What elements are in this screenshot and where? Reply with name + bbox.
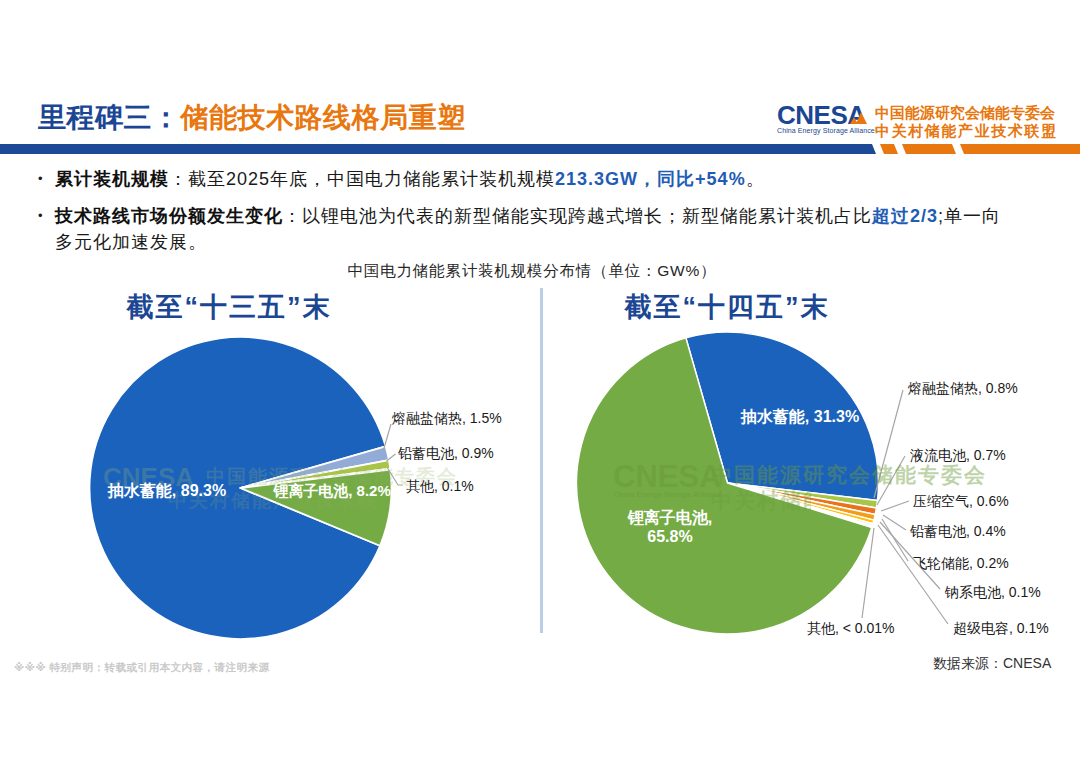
pie-callout-label: 钠系电池, 0.1% bbox=[945, 584, 1041, 600]
pie-inside-label: 抽水蓄能, 31.3% bbox=[741, 407, 859, 428]
pie-inside-label: 65.8% bbox=[647, 528, 692, 546]
watermark-org2-right: 中关村储能产业技术联盟 bbox=[711, 487, 811, 515]
leader-line bbox=[878, 525, 948, 624]
leader-line bbox=[384, 424, 392, 450]
pie-callout-label: 其他, 0.1% bbox=[406, 478, 474, 494]
pie-callout-label: 熔融盐储热, 1.5% bbox=[392, 410, 502, 426]
watermark-org1-right: 中国能源研究会储能专委会 bbox=[711, 461, 987, 489]
pie-inside-label: 锂离子电池, bbox=[628, 508, 712, 529]
pie-callout-label: 超级电容, 0.1% bbox=[953, 620, 1049, 636]
leader-line bbox=[881, 501, 909, 511]
pie-inside-label: 抽水蓄能, 89.3% bbox=[108, 481, 226, 502]
watermark-tagline-right: China Energy Storage Alliance bbox=[614, 490, 721, 499]
pie-callout-label: 压缩空气, 0.6% bbox=[913, 493, 1009, 509]
slide: { "header":{ "title_prefix":"里程碑三：", "ti… bbox=[0, 0, 1080, 763]
data-source: 数据来源：CNESA bbox=[933, 655, 1051, 673]
pie-callout-label: 飞轮储能, 0.2% bbox=[913, 555, 1009, 571]
pie-callout-label: 液流电池, 0.7% bbox=[910, 447, 1006, 463]
pie-callout-label: 熔融盐储热, 0.8% bbox=[908, 380, 1018, 396]
footer-disclaimer: ※※※ 特别声明：转载或引用本文内容，请注明来源 bbox=[14, 661, 270, 675]
leader-line bbox=[882, 519, 908, 561]
leader-line bbox=[883, 515, 906, 530]
pie-callout-label: 铅蓄电池, 0.9% bbox=[398, 445, 494, 461]
pie-inside-label: 锂离子电池, 8.2% bbox=[273, 482, 391, 501]
pie-callout-label: 铅蓄电池, 0.4% bbox=[910, 523, 1006, 539]
pie-callout-label: 其他, < 0.01% bbox=[807, 620, 895, 636]
